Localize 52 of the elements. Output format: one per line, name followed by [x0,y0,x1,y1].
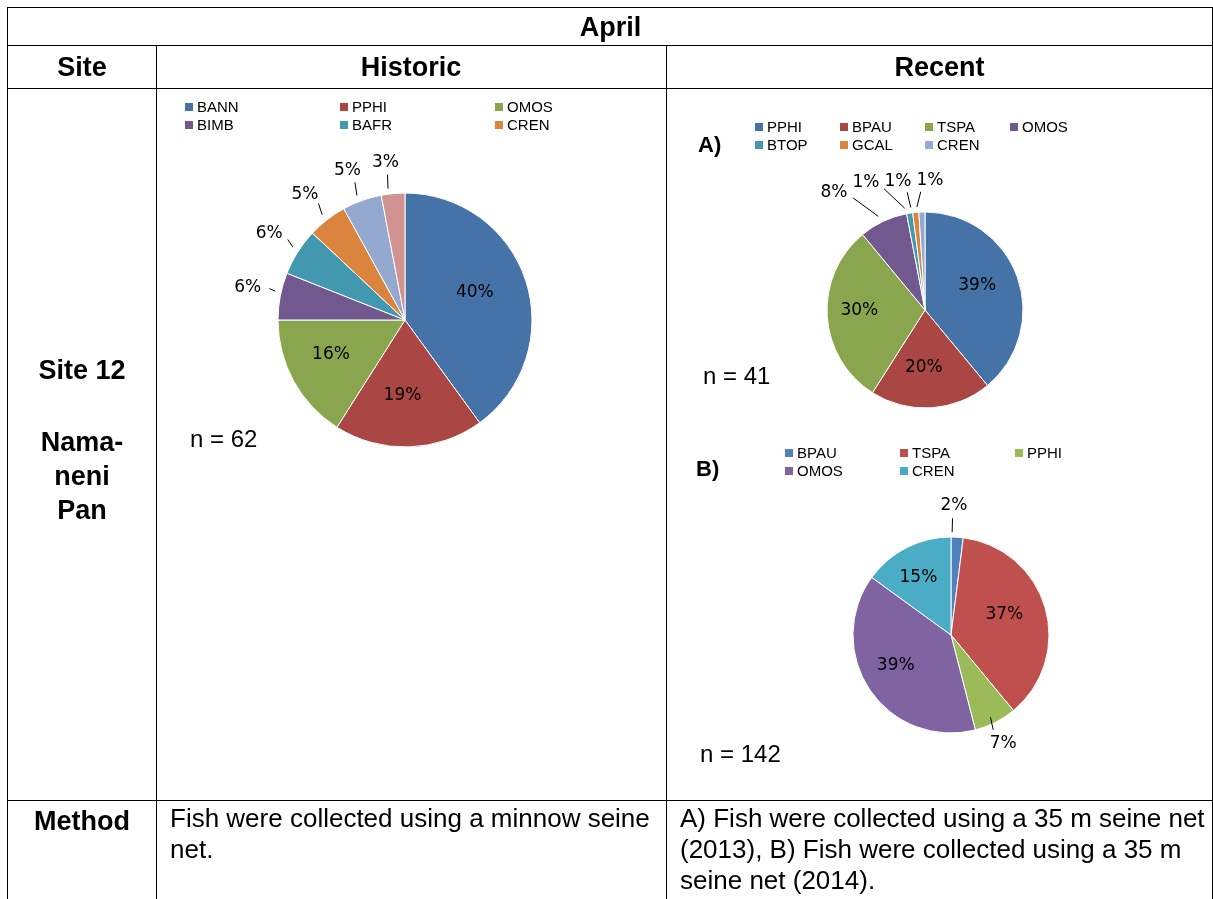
text: Historic [359,51,463,84]
data-label: 37% [985,603,1024,624]
data-label: 3% [371,150,399,171]
legend-label: PPHI [767,118,803,136]
text: Site 12 [37,354,127,387]
text: A) [698,132,722,158]
chart-title: B) [696,456,720,482]
text: Recent [666,46,1213,88]
data-label: 40% [455,280,494,301]
data-label: 6% [234,275,262,296]
text: Method [33,805,131,838]
data-label: 1% [852,170,880,191]
legend-label: GCAL [852,136,893,154]
legend-label: OMOS [507,98,553,116]
text: Site [8,46,156,88]
text: n = 142 [700,740,781,768]
legend-label: CREN [912,462,955,480]
legend-label: BTOP [767,136,808,154]
data-label: 16% [312,342,350,363]
text: n = 62 [190,425,258,453]
legend-label: OMOS [797,462,843,480]
data-label: 1% [916,169,944,190]
data-label: 6% [255,221,283,242]
legend-label: BPAU [852,118,892,136]
text: April [8,9,1213,45]
legend-label: PPHI [1027,444,1063,462]
data-label: 20% [904,355,943,376]
data-label: 1% [884,169,912,190]
data-label: 2% [940,494,968,515]
data-label: 15% [899,565,938,586]
legend-label: BIMB [197,116,234,134]
text: Fish were collected using a minnow seine net. [170,803,650,865]
legend-label: BAFR [352,116,393,134]
legend-label: BPAU [797,444,837,462]
data-label: 5% [334,159,361,180]
legend-label: CREN [507,116,550,134]
text: n = 41 [703,362,771,390]
data-label: 19% [383,383,422,404]
legend-label: TSPA [912,444,951,462]
legend-label: BANN [197,98,239,116]
legend-label: TSPA [937,118,976,136]
data-label: 39% [876,654,915,675]
legend-label: CREN [937,136,980,154]
text: Nama-neni Pan [39,426,125,527]
text: A) Fish were collected using a 35 m seine net (2013), B) Fish were collected using a 35 m seine net (2014). [680,803,1206,896]
data-label: 39% [958,274,997,295]
data-label: 7% [989,732,1017,753]
data-label: 30% [840,298,879,319]
legend-label: OMOS [1022,118,1068,136]
legend-label: PPHI [352,98,388,116]
data-label: 8% [820,180,848,201]
data-label: 5% [291,182,319,203]
